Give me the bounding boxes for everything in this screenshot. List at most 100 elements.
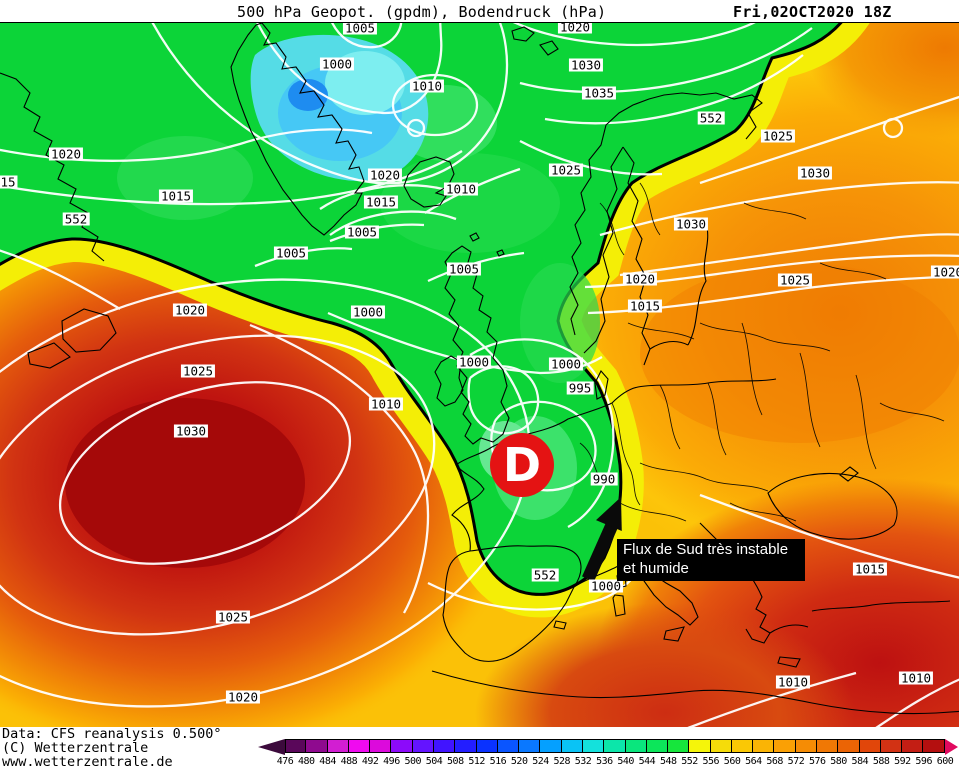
isobar-label: 1015 (852, 561, 888, 577)
isobar-label: 1025 (215, 609, 251, 625)
colorbar-segment (646, 739, 669, 753)
colorbar-tick-label: 592 (894, 756, 911, 767)
colorbar-tick-label: 504 (425, 756, 443, 767)
colorbar-tick-label: 572 (787, 756, 805, 767)
colorbar-left-arrow (258, 739, 285, 755)
cold-pool-greenland (250, 34, 429, 182)
weather-map-svg (0, 23, 959, 728)
coast-turkey (811, 600, 951, 612)
colorbar-segment (391, 739, 413, 753)
isobar-label: 1010 (368, 396, 404, 412)
colorbar-tick-label: 520 (510, 756, 528, 767)
credit-data-source: Data: CFS reanalysis 0.500° (2, 726, 222, 742)
colorbar-tick-label: 492 (361, 756, 379, 767)
colorbar-tick-label: 532 (574, 756, 592, 767)
coast-newfoundland (61, 308, 117, 353)
isobar-label: 1030 (568, 57, 604, 73)
colorbar-tick-label: 588 (872, 756, 890, 767)
colorbar-segment (625, 739, 647, 753)
isobar-label: 1015 (363, 194, 399, 210)
colorbar-tick-label: 560 (723, 756, 741, 767)
colorbar-tick-label: 548 (659, 756, 677, 767)
colorbar-segment (668, 739, 690, 753)
colorbar-tick-label: 516 (489, 756, 507, 767)
credit-copyright: (C) Wetterzentrale (2, 740, 149, 756)
colorbar-segment (455, 739, 477, 753)
colorbar-tick-label: 488 (340, 756, 358, 767)
map-datetime: Fri,02OCT2020 18Z (733, 3, 892, 21)
isobar-label: 1035 (581, 85, 617, 101)
colorbar-segment (923, 739, 945, 753)
colorbar-tick-label: 544 (638, 756, 656, 767)
isobar-label: 1010 (443, 181, 479, 197)
colorbar-tick-label: 476 (276, 756, 294, 767)
coast-iberia (442, 545, 582, 662)
colorbar-tick-label: 556 (702, 756, 720, 767)
colorbar-segment (795, 739, 818, 753)
coast-labrador (0, 72, 105, 262)
colorbar-segment (880, 739, 903, 753)
annotation-line-2: et humide (623, 560, 689, 577)
country-borders (579, 182, 945, 522)
isobar-label: 1000 (548, 356, 584, 372)
coast-denmark (594, 370, 609, 400)
colorbar-segment (285, 739, 307, 753)
isobar-label: 1015 (627, 298, 663, 314)
pressure-label-layer: 1005 1020 1000 1030 1010 1035 552 1025 1020 1025 1… (0, 23, 959, 728)
coast-britain (444, 245, 510, 445)
isobar-label: 1000 (588, 578, 624, 594)
isobar-label: 1020 (225, 689, 261, 705)
map-canvas: 1005 1020 1000 1030 1010 1035 552 1025 1020 1025 1… (0, 22, 959, 729)
colorbar-tick-label: 508 (447, 756, 464, 767)
colorbar-segment (519, 739, 541, 753)
colorbar-segment (476, 739, 498, 753)
colorbar-segments (285, 739, 945, 755)
coast-norway (569, 92, 763, 336)
isobar-label: 1025 (777, 272, 813, 288)
isobar-label: 15 (0, 174, 18, 190)
colorbar-segment (774, 739, 796, 753)
colorbar-segment (753, 739, 775, 753)
isobar-label: 1010 (775, 674, 811, 690)
isobar-label: 1030 (673, 216, 709, 232)
coast-faroe (469, 232, 505, 257)
colorbar-segment (540, 739, 562, 753)
colorbar-tick-label: 480 (298, 756, 315, 767)
colorbar-segment (689, 739, 711, 753)
map-header: 500 hPa Geopot. (gpdm), Bodendruck (hPa)… (0, 0, 959, 22)
colorbar-tick-label: 552 (681, 756, 698, 767)
coast-svalbard (511, 26, 559, 56)
colorbar-tick-label: 528 (553, 756, 571, 767)
isobar-contours (0, 23, 959, 728)
coast-crete (777, 656, 801, 668)
coast-north-africa (431, 670, 959, 715)
colorbar-segment (604, 739, 626, 753)
map-footer: Data: CFS reanalysis 0.500° (C) Wetterze… (0, 727, 959, 770)
isobar-label: 1005 (273, 245, 309, 261)
isobar-label: 1000 (456, 354, 492, 370)
isobar-label: 1010 (898, 670, 934, 686)
colorbar-segment (327, 739, 349, 753)
colorbar-tick-label: 536 (596, 756, 613, 767)
isobar-label: 1005 (446, 261, 482, 277)
low-pressure-marker: D (490, 433, 554, 497)
isobar-label: 1010 (409, 78, 445, 94)
colorbar-segment (348, 739, 371, 753)
annotation-line-1: Flux de Sud très instable (623, 541, 789, 558)
geopotential-contour-label: 552 (697, 110, 725, 126)
credit-website: www.wetterzentrale.de (2, 754, 173, 770)
colorbar-tick-label: 512 (468, 756, 485, 767)
colorbar-segment (817, 739, 839, 753)
colorbar-tick-label: 484 (319, 756, 336, 767)
colorbar-tick-label: 568 (766, 756, 783, 767)
colorbar-tick-label: 524 (532, 756, 549, 767)
isobar-label: 1020 (930, 265, 959, 279)
colorbar-tick-labels: 476 480 484 488 492 496 500 504 508 512 516 520 524 5… (277, 756, 955, 768)
colorbar-right-arrow (945, 739, 958, 755)
isobar-label: 1030 (797, 165, 833, 181)
colorbar-tick-label: 540 (617, 756, 634, 767)
colorbar-segment (859, 739, 881, 753)
isobar-label: 1015 (158, 188, 194, 204)
isobar-label: 1025 (180, 363, 216, 379)
